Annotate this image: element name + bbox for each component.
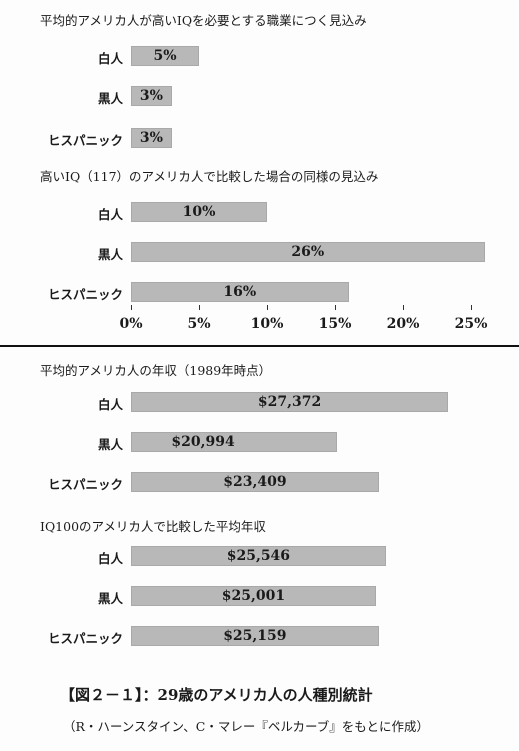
tick-label: 10% (250, 316, 284, 332)
figure-source: （R・ハーンスタイン、C・マレー『ベルカーブ』をもとに作成） (63, 719, 429, 734)
category-label: 黒人 (97, 247, 123, 262)
bar (131, 546, 386, 566)
bar (131, 586, 376, 606)
category-label: 白人 (97, 551, 123, 566)
bar (131, 392, 449, 412)
chart-title: IQ100のアメリカ人で比較した平均年収 (40, 519, 266, 534)
bar (131, 282, 349, 302)
bar (131, 128, 172, 148)
bar (131, 242, 485, 262)
bar (131, 202, 267, 222)
bar (131, 46, 199, 66)
category-label: ヒスパニック (47, 631, 123, 646)
bar (131, 432, 337, 452)
chart-title: 平均的アメリカ人の年収（1989年時点） (40, 363, 272, 378)
chart-title: 平均的アメリカ人が高いIQを必要とする職業につく見込み (40, 13, 367, 28)
tick-label: 5% (187, 316, 211, 332)
data-label: 10% (182, 204, 216, 220)
data-label: $25,159 (223, 628, 287, 644)
data-label: 16% (223, 284, 257, 300)
category-label: 白人 (97, 207, 123, 222)
category-label: 黒人 (97, 91, 123, 106)
category-label: ヒスパニック (47, 133, 123, 148)
data-label: $25,001 (221, 588, 286, 604)
category-label: 白人 (97, 397, 123, 412)
category-label: ヒスパニック (47, 477, 123, 492)
data-label: $25,546 (226, 548, 291, 564)
tick-mark (131, 305, 132, 310)
category-label: 黒人 (97, 437, 123, 452)
bar (131, 472, 379, 492)
section-divider (0, 345, 519, 347)
tick-mark (199, 305, 200, 310)
data-label: 5% (153, 48, 177, 64)
tick-label: 25% (454, 316, 488, 332)
tick-mark (403, 305, 404, 310)
data-label: 3% (139, 88, 163, 104)
tick-mark (471, 305, 472, 310)
data-label: $20,994 (171, 434, 235, 450)
tick-mark (335, 305, 336, 310)
data-label: $23,409 (223, 474, 287, 490)
data-label: 26% (291, 244, 325, 260)
category-label: ヒスパニック (47, 287, 123, 302)
data-label: $27,372 (257, 394, 322, 410)
category-label: 黒人 (97, 591, 123, 606)
bar (131, 86, 172, 106)
chart-title: 高いIQ（117）のアメリカ人で比較した場合の同様の見込み (40, 169, 379, 184)
tick-label: 20% (386, 316, 420, 332)
category-label: 白人 (97, 51, 123, 66)
tick-label: 15% (318, 316, 352, 332)
bar (131, 626, 379, 646)
tick-mark (267, 305, 268, 310)
figure-caption: 【図２－１】：29歳のアメリカ人の人種別統計 (60, 686, 373, 704)
data-label: 3% (139, 130, 163, 146)
tick-label: 0% (119, 316, 143, 332)
